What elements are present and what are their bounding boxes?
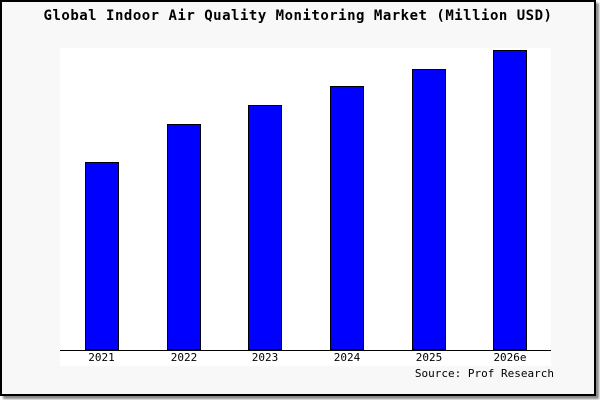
bar-2021: [84, 162, 119, 350]
x-tick-label-2021: 2021: [88, 351, 115, 364]
bar-2024: [330, 86, 364, 350]
plot-area: 2021 2022 2023 2024 2025 2026e: [60, 48, 551, 366]
bar-2022: [167, 124, 201, 350]
chart-title: Global Indoor Air Quality Monitoring Mar…: [43, 8, 553, 24]
bar-2026e: [493, 50, 527, 350]
x-tick-label-2026e: 2026e: [493, 351, 527, 364]
x-tick-label-2024: 2024: [333, 351, 361, 364]
source-note: Source: Prof Research: [414, 367, 554, 380]
x-axis-line: [60, 350, 551, 351]
x-tick-label-2025: 2025: [415, 351, 443, 364]
bar-2025: [412, 69, 446, 350]
x-tick-label-2022: 2022: [170, 351, 198, 364]
bar-2023: [248, 105, 282, 350]
x-tick-label-2023: 2023: [251, 351, 279, 364]
